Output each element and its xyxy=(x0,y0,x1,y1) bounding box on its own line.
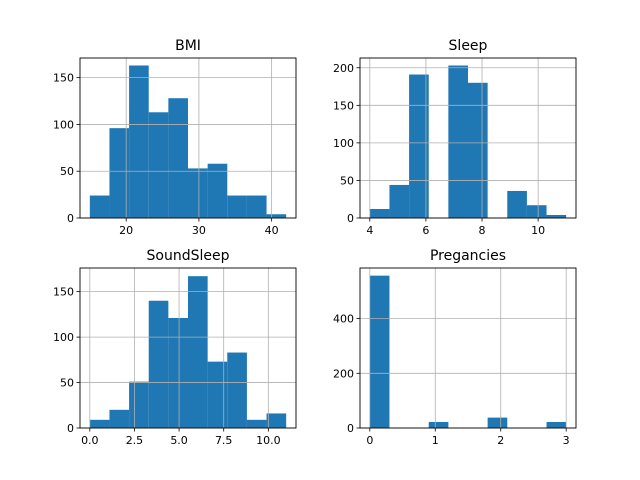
y-tick-label-sleep-0: 0 xyxy=(347,212,354,225)
bars-soundsleep xyxy=(89,276,287,428)
x-tick-label-pregancies-3: 3 xyxy=(563,434,570,447)
y-tick-label-pregancies-2: 400 xyxy=(333,313,354,326)
bar-sleep-8 xyxy=(526,205,547,218)
x-tick-label-soundsleep-0: 0.0 xyxy=(81,434,99,447)
bar-sleep-2 xyxy=(409,74,429,218)
y-tick-label-bmi-3: 150 xyxy=(53,72,74,85)
bar-soundsleep-1 xyxy=(109,409,130,428)
y-tick-label-bmi-0: 0 xyxy=(67,212,74,225)
bar-bmi-3 xyxy=(148,112,169,218)
bar-bmi-8 xyxy=(246,195,267,218)
subplot-soundsleep: 0.0 2.5 5.0 7.5 10.0 0 50 100 150 SoundSleep xyxy=(53,248,297,447)
bar-soundsleep-0 xyxy=(89,419,110,428)
y-tick-label-pregancies-1: 200 xyxy=(333,367,354,380)
axes-frame-pregancies xyxy=(359,267,577,429)
bar-pregancies-3 xyxy=(428,421,449,428)
x-tick-label-soundsleep-1: 2.5 xyxy=(126,434,144,447)
bar-pregancies-0 xyxy=(369,275,390,428)
x-tick-label-soundsleep-2: 5.0 xyxy=(170,434,188,447)
y-tick-label-sleep-4: 200 xyxy=(333,62,354,75)
chart-title-soundsleep: SoundSleep xyxy=(147,248,230,264)
bar-soundsleep-8 xyxy=(246,419,267,428)
x-tick-label-pregancies-1: 1 xyxy=(432,434,439,447)
x-tick-label-soundsleep-4: 10.0 xyxy=(256,434,281,447)
bar-soundsleep-4 xyxy=(168,318,188,428)
bars-sleep xyxy=(369,65,567,219)
grid-pregancies xyxy=(360,268,576,429)
bar-bmi-0 xyxy=(89,195,110,218)
y-tick-label-soundsleep-1: 50 xyxy=(60,377,74,390)
subplot-bmi: 20 30 40 0 50 100 150 BMI xyxy=(53,38,297,237)
chart-title-pregancies: Pregancies xyxy=(430,248,506,264)
bar-sleep-0 xyxy=(369,208,390,218)
y-tick-label-sleep-1: 50 xyxy=(340,174,354,187)
bars-pregancies xyxy=(369,275,567,428)
y-tick-label-sleep-3: 150 xyxy=(333,99,354,112)
bar-soundsleep-3 xyxy=(148,300,169,428)
bar-sleep-1 xyxy=(389,184,410,218)
y-tick-label-soundsleep-0: 0 xyxy=(67,422,74,435)
bar-sleep-4 xyxy=(448,65,468,218)
bar-sleep-5 xyxy=(468,82,488,219)
bar-sleep-7 xyxy=(507,190,527,218)
x-tick-label-bmi-0: 20 xyxy=(119,224,133,237)
bars-bmi xyxy=(89,65,287,218)
chart-title-sleep: Sleep xyxy=(449,38,488,54)
x-tick-label-bmi-1: 30 xyxy=(192,224,206,237)
axes-frame-bmi xyxy=(79,57,297,219)
bar-sleep-9 xyxy=(546,214,567,218)
bar-soundsleep-5 xyxy=(188,276,208,428)
y-tick-label-soundsleep-3: 150 xyxy=(53,286,74,299)
x-tick-label-sleep-3: 10 xyxy=(531,224,545,237)
x-tick-label-soundsleep-3: 7.5 xyxy=(215,434,233,447)
bar-soundsleep-2 xyxy=(129,381,149,428)
subplot-pregancies: 0 1 2 3 0 200 400 Pregancies xyxy=(333,248,577,447)
x-tick-label-sleep-0: 4 xyxy=(366,224,373,237)
x-tick-label-pregancies-0: 0 xyxy=(366,434,373,447)
x-tick-label-pregancies-2: 2 xyxy=(497,434,504,447)
bar-pregancies-9 xyxy=(546,421,567,428)
y-tick-label-pregancies-0: 0 xyxy=(347,422,354,435)
x-tick-label-sleep-2: 8 xyxy=(479,224,486,237)
x-tick-label-sleep-1: 6 xyxy=(422,224,429,237)
bar-bmi-2 xyxy=(129,65,149,218)
bar-bmi-4 xyxy=(168,98,188,218)
bar-soundsleep-9 xyxy=(266,413,287,428)
bar-soundsleep-6 xyxy=(207,361,228,428)
axes-frame-sleep xyxy=(359,57,577,219)
bar-bmi-5 xyxy=(188,168,208,218)
y-tick-label-bmi-1: 50 xyxy=(60,165,74,178)
bar-bmi-7 xyxy=(227,195,247,218)
chart-title-bmi: BMI xyxy=(175,38,201,54)
y-tick-label-soundsleep-2: 100 xyxy=(53,331,74,344)
x-tick-label-bmi-2: 40 xyxy=(265,224,279,237)
bar-pregancies-6 xyxy=(487,417,508,428)
bar-bmi-9 xyxy=(266,214,287,218)
bar-soundsleep-7 xyxy=(227,352,247,428)
bar-bmi-6 xyxy=(207,163,228,218)
y-tick-label-bmi-2: 100 xyxy=(53,118,74,131)
bar-bmi-1 xyxy=(109,128,130,218)
axes-frame-soundsleep xyxy=(79,267,297,429)
y-tick-label-sleep-2: 100 xyxy=(333,137,354,150)
grid-soundsleep xyxy=(80,268,296,429)
